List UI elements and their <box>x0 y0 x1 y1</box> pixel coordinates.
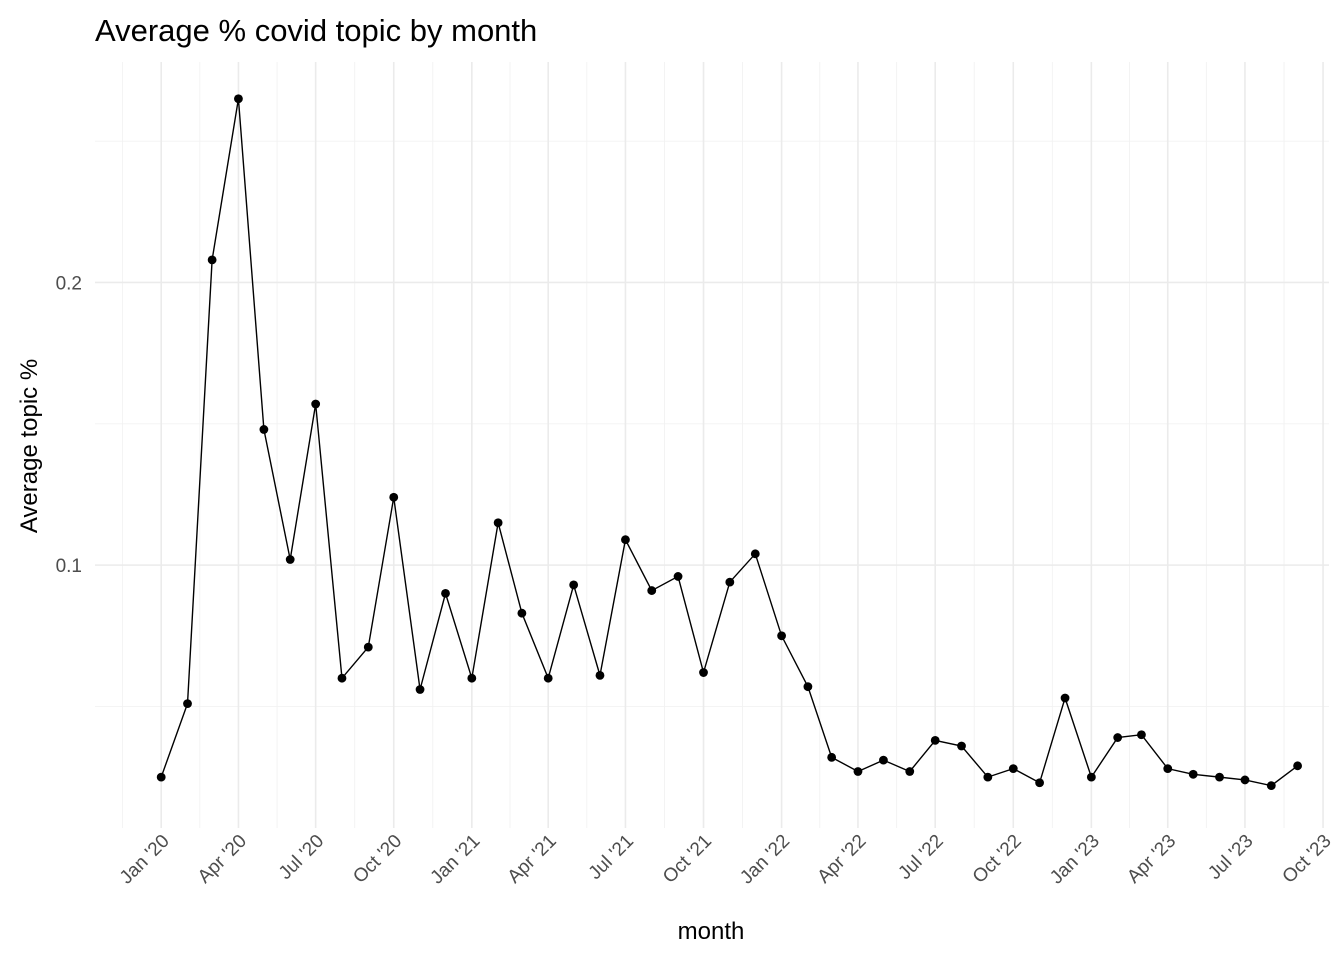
data-point <box>259 425 269 434</box>
x-tick-label: Oct '21 <box>659 831 716 888</box>
x-tick-label: Jul '20 <box>275 831 328 884</box>
data-point <box>647 586 657 595</box>
x-tick-label: Oct '20 <box>349 831 406 888</box>
chart-title: Average % covid topic by month <box>95 13 537 48</box>
x-tick-label: Jan '22 <box>736 831 794 889</box>
data-point <box>337 673 347 683</box>
x-tick-label: Apr '23 <box>1123 831 1180 888</box>
data-point <box>1060 693 1070 703</box>
data-point <box>827 752 837 762</box>
data-point <box>595 670 605 680</box>
data-point <box>1035 778 1044 788</box>
x-tick-label: Jan '20 <box>116 831 174 889</box>
x-tick-label: Oct '23 <box>1279 831 1336 888</box>
data-point <box>725 577 735 587</box>
data-point <box>879 755 888 765</box>
data-point <box>673 572 683 581</box>
series-line <box>160 98 1299 787</box>
data-point <box>493 518 503 528</box>
x-tick-label: Jan '21 <box>427 831 485 889</box>
data-point <box>983 772 993 782</box>
data-point <box>905 767 915 776</box>
x-tick-label: Jul '23 <box>1204 831 1257 884</box>
x-axis-title: month <box>678 918 745 945</box>
x-tick-label: Jul '21 <box>585 831 638 884</box>
tick-labels: 0.1 0.2 Jan '20 Apr '20 Jul '20 Oct '20 Jan '2… <box>56 273 1336 888</box>
data-point <box>207 255 217 265</box>
data-point <box>1240 775 1250 785</box>
grid <box>95 62 1329 828</box>
data-point <box>957 741 966 751</box>
data-point <box>285 555 295 564</box>
data-point <box>1293 761 1302 771</box>
data-point <box>1137 730 1146 740</box>
x-tick-label: Jan '23 <box>1046 831 1104 889</box>
data-point <box>803 682 813 692</box>
data-point <box>930 735 940 745</box>
data-point <box>234 94 243 104</box>
x-tick-label: Jul '22 <box>894 831 947 884</box>
data-point <box>517 608 527 618</box>
x-tick-label: Oct '22 <box>969 831 1026 888</box>
data-point <box>183 699 192 709</box>
data-point <box>363 642 373 652</box>
series <box>156 94 1302 791</box>
data-point <box>389 492 399 502</box>
data-point <box>569 580 579 590</box>
data-point <box>543 673 553 683</box>
data-point <box>699 668 708 677</box>
x-tick-label: Apr '22 <box>814 831 871 888</box>
data-point <box>1163 764 1173 774</box>
data-point <box>441 588 450 598</box>
y-axis-title: Average topic % <box>16 359 43 533</box>
data-point <box>156 772 166 782</box>
data-point <box>1086 772 1096 782</box>
data-point <box>777 631 786 641</box>
data-point <box>621 535 630 545</box>
data-point <box>311 399 321 409</box>
data-point <box>467 673 477 683</box>
y-tick-label: 0.1 <box>56 556 82 577</box>
x-tick-label: Apr '20 <box>194 831 251 888</box>
data-point <box>415 685 425 694</box>
data-point <box>1008 764 1018 774</box>
data-point <box>750 549 760 559</box>
data-point <box>853 767 863 776</box>
data-point <box>1266 781 1276 791</box>
y-tick-label: 0.2 <box>56 273 82 294</box>
x-tick-label: Apr '21 <box>504 831 561 888</box>
data-point <box>1215 772 1224 782</box>
data-point <box>1188 769 1198 779</box>
data-point <box>1113 733 1123 742</box>
